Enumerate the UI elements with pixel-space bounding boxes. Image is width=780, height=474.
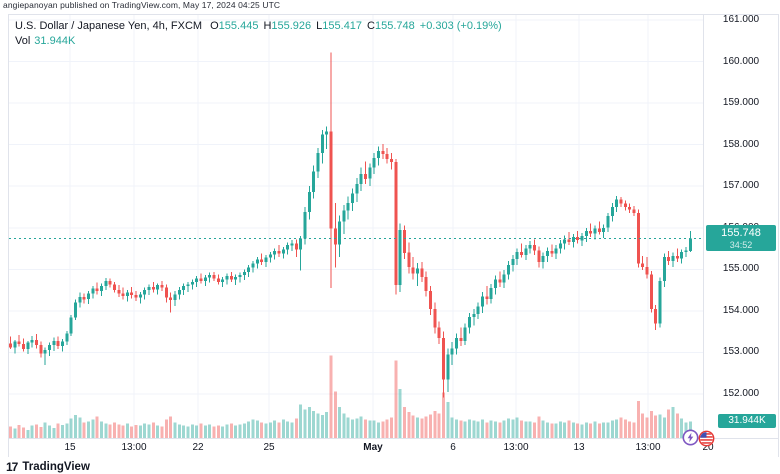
- price-axis-label: 161.000: [722, 14, 760, 25]
- chart-frame: U.S. Dollar / Japanese Yen, 4h, FXCM O15…: [8, 14, 779, 457]
- time-axis-label: 13: [573, 442, 585, 453]
- us-economic-event-icon[interactable]: [698, 430, 715, 447]
- volume-badge: 31.944K: [718, 414, 776, 428]
- tradingview-logo[interactable]: 17 TradingView: [6, 460, 90, 474]
- attribution-text: angiepanoyan published on TradingView.co…: [3, 0, 281, 10]
- last-price-value: 155.748: [721, 227, 761, 239]
- legend-volume-row: Vol 31.944K: [15, 35, 502, 47]
- time-axis-label: 13:00: [635, 442, 661, 453]
- close-label: C: [367, 20, 375, 32]
- candlestick-canvas[interactable]: [9, 15, 703, 438]
- time-axis-label: 22: [192, 442, 204, 453]
- symbol-title[interactable]: U.S. Dollar / Japanese Yen, 4h, FXCM: [15, 20, 203, 32]
- volume-value: 31.944K: [34, 35, 76, 47]
- last-price-badge: 155.748 34:52: [706, 225, 776, 251]
- change-value: +0.303 (+0.19%): [419, 20, 502, 32]
- price-chart-plot[interactable]: U.S. Dollar / Japanese Yen, 4h, FXCM O15…: [9, 15, 715, 447]
- time-axis-label: 6: [450, 442, 456, 453]
- volume-label: Vol: [15, 35, 31, 47]
- high-label: H: [263, 20, 272, 32]
- open-value: 155.445: [218, 20, 259, 32]
- low-value: 155.417: [322, 20, 363, 32]
- close-value: 155.748: [375, 20, 415, 32]
- lightning-bolt-glyph: [687, 432, 694, 443]
- open-item: O155.445: [210, 20, 258, 32]
- price-axis-label: 154.000: [722, 305, 760, 316]
- price-axis[interactable]: 155.748 34:52 31.944K 161.000 160.000 159.…: [704, 14, 778, 438]
- close-item: C155.748: [367, 20, 415, 32]
- time-axis-label: 15: [64, 442, 76, 453]
- price-axis-label: 160.000: [722, 56, 760, 67]
- low-label: L: [316, 20, 323, 32]
- high-item: H155.926: [263, 20, 311, 32]
- time-axis-label: May: [363, 442, 383, 453]
- price-axis-label: 153.000: [722, 346, 760, 357]
- tradingview-logo-text: TradingView: [22, 461, 90, 473]
- time-axis-label: 13:00: [503, 442, 529, 453]
- bar-countdown: 34:52: [729, 240, 753, 250]
- time-axis-label: 20: [702, 442, 714, 453]
- price-axis-label: 157.000: [722, 180, 760, 191]
- chart-legend: U.S. Dollar / Japanese Yen, 4h, FXCM O15…: [15, 20, 502, 47]
- time-axis[interactable]: 15 13:00 22 25 May 6 13:00 13 13:00 20: [9, 438, 778, 457]
- price-axis-label: 158.000: [722, 139, 760, 150]
- price-axis-label: 155.000: [722, 263, 760, 274]
- legend-ohlc-row: U.S. Dollar / Japanese Yen, 4h, FXCM O15…: [15, 20, 502, 32]
- news-flash-event-icon[interactable]: [682, 429, 699, 446]
- time-axis-label: 25: [263, 442, 275, 453]
- price-axis-label: 152.000: [722, 388, 760, 399]
- us-flag-glyph: [700, 432, 713, 444]
- low-item: L155.417: [316, 20, 362, 32]
- tradingview-logo-mark: 17: [6, 460, 18, 474]
- time-axis-label: 13:00: [121, 442, 147, 453]
- open-label: O: [210, 20, 219, 32]
- high-value: 155.926: [271, 20, 312, 32]
- price-axis-label: 159.000: [722, 97, 760, 108]
